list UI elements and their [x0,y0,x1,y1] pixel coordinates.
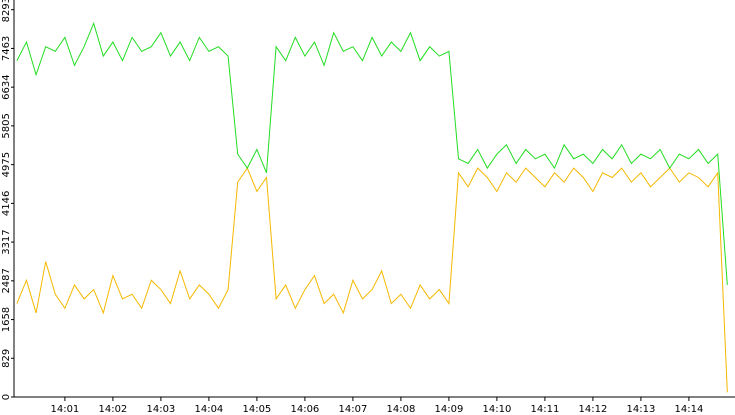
y-tick-label: 8293 [1,0,12,22]
x-tick-label: 14:01 [50,404,79,415]
x-tick-label: 14:03 [146,404,175,415]
y-tick-label: 0 [1,394,12,400]
x-tick-label: 14:02 [98,404,127,415]
x-tick-label: 14:07 [338,404,367,415]
x-tick-label: 14:09 [434,404,463,415]
x-tick-label: 14:13 [627,404,656,415]
x-tick-label: 14:10 [482,404,511,415]
x-tick-label: 14:14 [675,404,704,415]
data-line [16,21,728,285]
x-tick-label: 14:11 [530,404,559,415]
x-tick-label: 14:12 [578,404,607,415]
y-tick-label: 2487 [1,268,12,293]
y-tick-label: 5805 [1,113,12,138]
x-tick-label: 14:04 [194,404,223,415]
y-tick-label: 829 [1,349,12,368]
y-tick-label: 6634 [1,74,12,99]
y-tick-label: 3317 [1,229,12,254]
y-tick-label: 4146 [1,191,12,216]
data-line [16,167,728,393]
x-tick-label: 14:05 [242,404,271,415]
y-tick-label: 4975 [1,152,12,177]
y-tick-label: 1658 [1,307,12,332]
y-tick-label: 7463 [1,36,12,61]
x-tick-label: 14:08 [386,404,415,415]
x-tick-label: 14:06 [290,404,319,415]
